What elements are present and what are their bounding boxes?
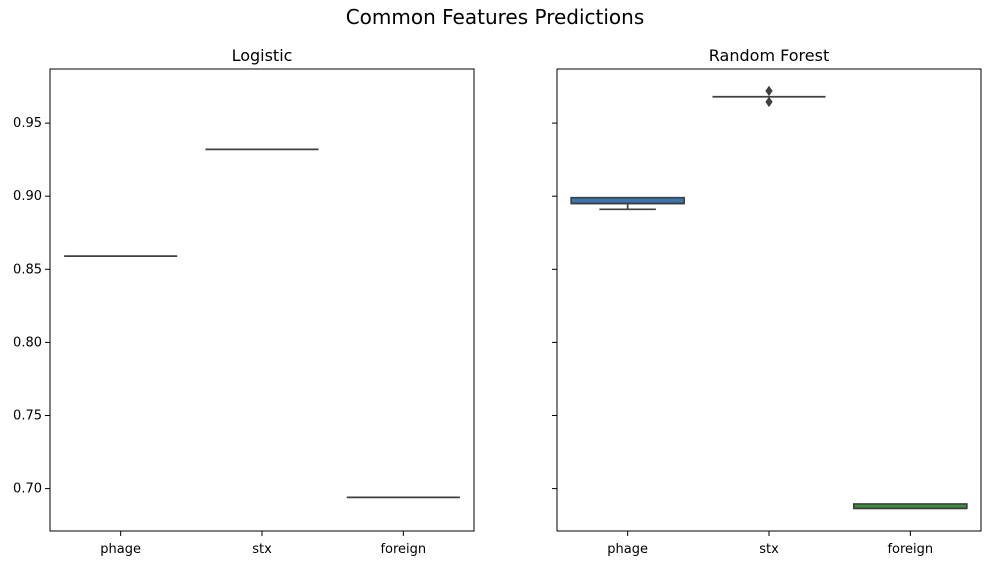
x-tick-label: foreign [887,542,933,557]
y-tick-label: 0.70 [13,482,42,497]
outlier-point [765,85,773,97]
y-tick-label: 0.90 [13,189,42,204]
y-tick-label: 0.75 [13,409,42,424]
y-tick-label: 0.95 [13,116,42,131]
x-tick-label: foreign [380,542,426,557]
plot-frame [49,68,475,532]
outlier-point [765,96,773,108]
figure-suptitle: Common Features Predictions [345,5,645,29]
x-tick-label: stx [759,542,779,557]
x-tick-label: phage [607,542,648,557]
plot-frame [556,68,982,532]
panel-title: Logistic [232,46,293,65]
x-tick-label: stx [252,542,272,557]
panel-title: Random Forest [709,46,829,65]
y-tick-label: 0.85 [13,262,42,277]
y-tick-label: 0.80 [13,335,42,350]
x-tick-label: phage [100,542,141,557]
